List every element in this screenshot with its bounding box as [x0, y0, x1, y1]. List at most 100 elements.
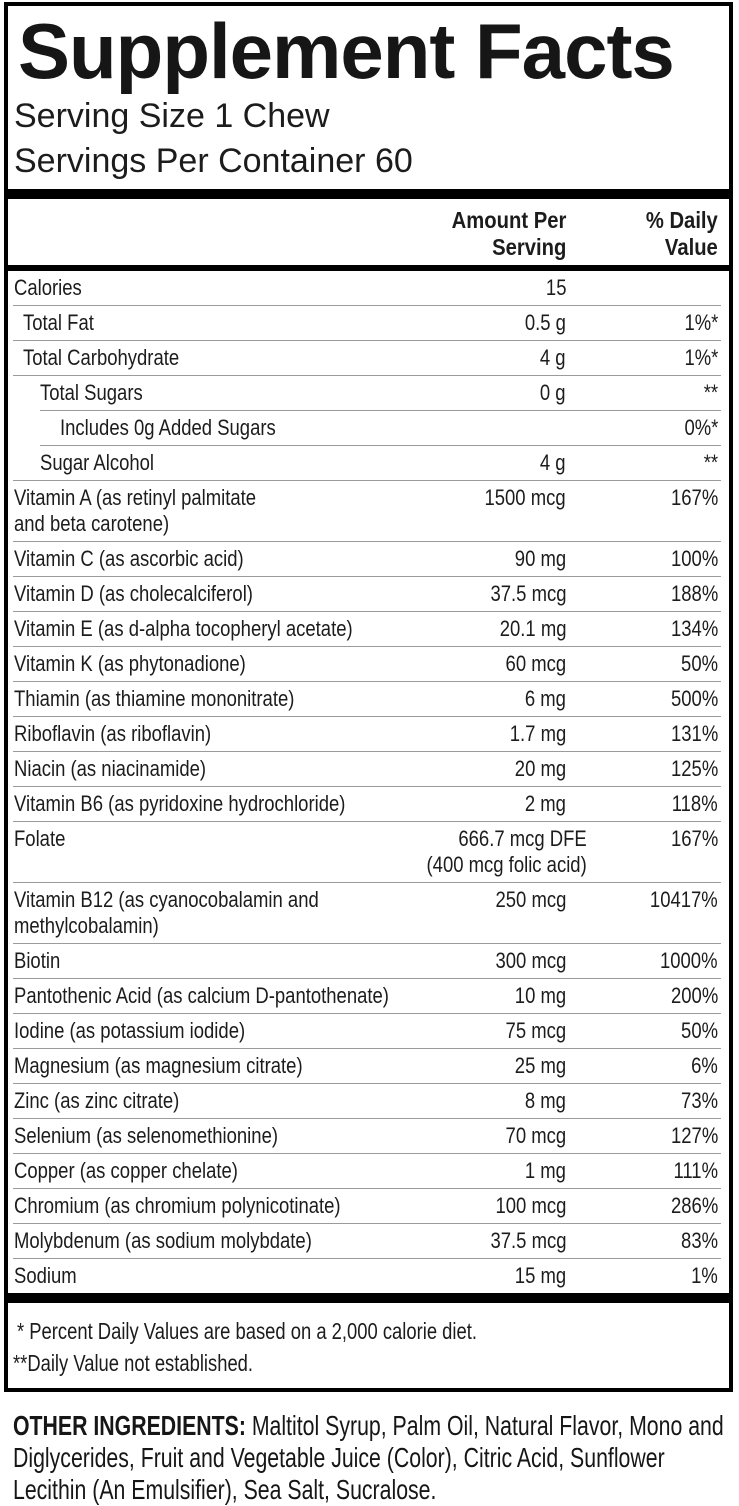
nutrient-amount-cell: 6 mg [396, 686, 566, 712]
table-row: Iodine (as potassium iodide) 75 mcg 50% [8, 1014, 729, 1048]
nutrient-name-cell: Vitamin B6 (as pyridoxine hydrochloride) [14, 791, 396, 817]
table-row: Folate 666.7 mcg DFE (400 mcg folic acid… [8, 822, 729, 882]
nutrient-amount-cell: 90 mg [396, 546, 566, 572]
nutrient-dv-cell: 50% [566, 651, 718, 677]
row-divider [13, 751, 721, 752]
table-row: Riboflavin (as riboflavin) 1.7 mg 131% [8, 717, 729, 751]
nutrient-name-cell: Selenium (as selenomethionine) [14, 1123, 396, 1149]
nutrient-amount-cell: 37.5 mcg [396, 1228, 566, 1254]
nutrient-amount-cell: 60 mcg [396, 651, 566, 677]
nutrient-daily-value: 118% [672, 791, 718, 816]
nutrient-dv-cell: 125% [566, 756, 718, 782]
nutrient-dv-cell: 167% [566, 485, 718, 511]
nutrient-name: Vitamin K (as phytonadione) [14, 651, 246, 676]
nutrient-amount: 300 mcg [495, 948, 566, 973]
divider-thick-bottom [8, 1293, 729, 1303]
nutrient-name-cell: Vitamin E (as d-alpha tocopheryl acetate… [14, 616, 396, 642]
nutrient-amount: 10 mg [514, 983, 566, 1008]
nutrient-amount-cell: 1 mg [396, 1158, 566, 1184]
nutrient-amount-cell: 37.5 mcg [396, 581, 566, 607]
nutrient-name-cell: Sodium [14, 1263, 396, 1289]
nutrient-name: Copper (as copper chelate) [14, 1158, 238, 1183]
nutrient-amount: 100 mcg [495, 1193, 566, 1218]
table-row: Molybdenum (as sodium molybdate) 37.5 mc… [8, 1224, 729, 1258]
nutrient-amount: 1.7 mg [509, 721, 566, 746]
nutrient-dv-cell: 1% [566, 1263, 718, 1289]
table-header-row: Amount Per Serving % Daily Value [8, 199, 729, 265]
table-row: Niacin (as niacinamide) 20 mg 125% [8, 752, 729, 786]
nutrient-dv-cell: 100% [566, 546, 718, 572]
row-divider [13, 480, 721, 481]
footnote-not-established: **Daily Value not established. [13, 1350, 254, 1376]
nutrient-amount-cell: 4 g [396, 345, 566, 371]
nutrient-daily-value: 131% [670, 721, 718, 746]
nutrient-dv-cell: 127% [566, 1123, 718, 1149]
nutrient-amount: 37.5 mcg [489, 581, 566, 606]
row-divider [13, 646, 721, 647]
table-row: Vitamin B6 (as pyridoxine hydrochloride)… [8, 787, 729, 821]
table-row: Vitamin E (as d-alpha tocopheryl acetate… [8, 612, 729, 646]
nutrient-dv-cell: 1%* [566, 345, 718, 371]
nutrient-amount: 0 g [540, 380, 566, 405]
nutrient-name: Chromium (as chromium polynicotinate) [14, 1193, 341, 1218]
nutrient-daily-value: 167% [670, 485, 718, 510]
nutrient-dv-cell: 6% [566, 1053, 718, 1079]
nutrient-dv-cell: 10417% [566, 887, 718, 913]
nutrient-dv-cell: ** [566, 450, 718, 476]
nutrient-amount-cell: 15 [396, 275, 566, 301]
nutrient-daily-value: 1%* [684, 310, 718, 335]
nutrient-daily-value: 500% [670, 686, 718, 711]
nutrient-amount: 60 mcg [505, 651, 566, 676]
nutrient-name-cell: Biotin [14, 948, 396, 974]
row-divider [13, 716, 721, 717]
nutrient-dv-cell: ** [566, 380, 718, 406]
table-row: Total Carbohydrate 4 g 1%* [8, 341, 729, 375]
nutrient-amount-cell: 100 mcg [396, 1193, 566, 1219]
row-divider [13, 1153, 721, 1154]
nutrient-dv-cell: 111% [566, 1158, 718, 1184]
nutrient-dv-cell: 131% [566, 721, 718, 747]
row-divider [40, 410, 721, 411]
nutrient-name: Vitamin D (as cholecalciferol) [14, 581, 253, 606]
table-row: Vitamin C (as ascorbic acid) 90 mg 100% [8, 542, 729, 576]
nutrient-name-cell: Total Carbohydrate [14, 345, 396, 371]
nutrient-amount: 1500 mcg [484, 485, 566, 510]
nutrient-dv-cell: 73% [566, 1088, 718, 1114]
nutrient-amount-cell: 2 mg [396, 791, 566, 817]
nutrient-dv-cell: 50% [566, 1018, 718, 1044]
nutrient-name: Magnesium (as magnesium citrate) [14, 1053, 303, 1078]
nutrient-amount: 20 mg [514, 756, 566, 781]
nutrient-name-cell: Vitamin A (as retinyl palmitate and beta… [14, 485, 396, 537]
nutrient-name-cell: Vitamin C (as ascorbic acid) [14, 546, 396, 572]
nutrient-dv-cell: 200% [566, 983, 718, 1009]
nutrient-amount-cell: 20.1 mg [396, 616, 566, 642]
nutrient-daily-value: 111% [673, 1158, 718, 1183]
row-divider [13, 1223, 721, 1224]
table-row: Sugar Alcohol 4 g ** [8, 446, 729, 480]
nutrient-name-cell: Riboflavin (as riboflavin) [14, 721, 396, 747]
nutrient-name: Thiamin (as thiamine mononitrate) [14, 686, 295, 711]
nutrient-dv-cell: 83% [566, 1228, 718, 1254]
nutrient-name-cell: Total Fat [14, 310, 396, 336]
table-row: Selenium (as selenomethionine) 70 mcg 12… [8, 1119, 729, 1153]
nutrient-amount-cell: 8 mg [396, 1088, 566, 1114]
nutrient-name: Zinc (as zinc citrate) [14, 1088, 180, 1113]
table-row: Calories 15 [8, 271, 729, 305]
nutrient-name-cell: Zinc (as zinc citrate) [14, 1088, 396, 1114]
row-divider [13, 821, 721, 822]
table-row: Pantothenic Acid (as calcium D-pantothen… [8, 979, 729, 1013]
nutrient-daily-value: 10417% [650, 887, 718, 912]
nutrient-name: Biotin [14, 948, 61, 973]
nutrient-dv-cell: 0%* [566, 415, 718, 441]
nutrient-name: Total Sugars [40, 380, 143, 405]
nutrient-daily-value: 1% [691, 1263, 718, 1288]
serving-info: Serving Size 1 Chew Servings Per Contain… [8, 94, 729, 184]
table-row: Includes 0g Added Sugars 0%* [8, 411, 729, 445]
nutrient-amount-cell: 1.7 mg [396, 721, 566, 747]
nutrient-name: Vitamin B12 (as cyanocobalamin and methy… [14, 887, 319, 938]
panel-title: Supplement Facts [18, 7, 675, 95]
nutrient-dv-cell: 167% [566, 826, 718, 852]
table-row: Biotin 300 mcg 1000% [8, 944, 729, 978]
nutrient-amount: 70 mcg [505, 1123, 566, 1148]
nutrient-daily-value: 286% [670, 1193, 718, 1218]
